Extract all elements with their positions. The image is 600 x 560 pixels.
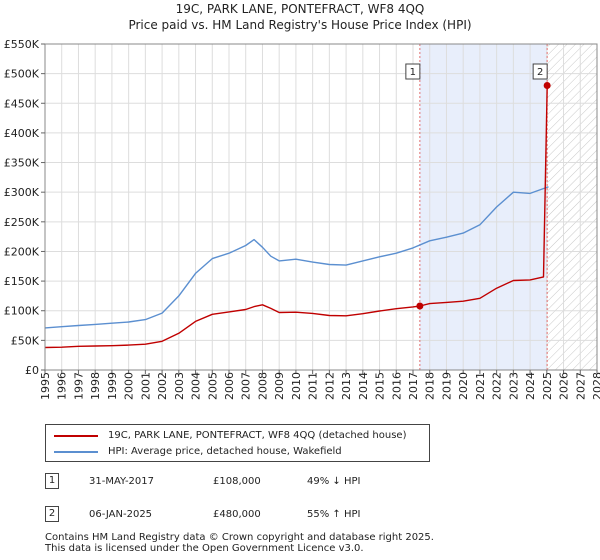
x-tick-label: 2012 [323, 372, 336, 400]
transaction-price: £108,000 [213, 476, 261, 487]
x-tick-label: 2021 [474, 372, 487, 400]
x-tick-label: 2022 [491, 372, 504, 400]
x-tick-label: 1998 [89, 372, 102, 400]
transaction-price: £480,000 [213, 509, 261, 520]
x-tick-label: 1997 [72, 372, 85, 400]
legend-label-property: 19C, PARK LANE, PONTEFRACT, WF8 4QQ (det… [108, 430, 407, 441]
x-tick-label: 2001 [139, 372, 152, 400]
y-tick-label: £500K [4, 68, 40, 81]
y-tick-label: £550K [4, 38, 40, 51]
annotation-box: 1 [405, 63, 421, 80]
x-tick-label: 2017 [407, 372, 420, 400]
x-tick-label: 2019 [440, 372, 453, 400]
y-tick-label: £250K [4, 216, 40, 229]
x-tick-label: 2000 [123, 372, 136, 400]
y-tick-label: £350K [4, 157, 40, 170]
y-tick-label: £0 [25, 364, 39, 377]
legend: 19C, PARK LANE, PONTEFRACT, WF8 4QQ (det… [45, 424, 430, 462]
series-line-property [44, 84, 549, 349]
x-tick-label: 1996 [56, 372, 69, 400]
ownership-shaded-region [419, 44, 548, 370]
x-tick-label: 2027 [574, 372, 587, 400]
x-tick-label: 2015 [374, 372, 387, 400]
legend-swatch-property [54, 435, 98, 437]
x-tick-label: 2028 [591, 372, 600, 400]
x-tick-label: 2013 [340, 372, 353, 400]
price-chart: 1 2 £0 £50K £100K £150K £200K £250K £300K £350K £… [4, 38, 600, 400]
future-hatched-region [547, 44, 597, 370]
transaction-point [416, 302, 424, 310]
x-tick-label: 2004 [190, 372, 203, 400]
x-tick-label: 2008 [256, 372, 269, 400]
chart-title: 19C, PARK LANE, PONTEFRACT, WF8 4QQ [175, 2, 425, 16]
footer-copyright: Contains HM Land Registry data © Crown c… [45, 532, 434, 543]
y-tick-label: £50K [11, 334, 40, 347]
x-tick-label: 2011 [307, 372, 320, 400]
x-tick-label: 2016 [390, 372, 403, 400]
x-tick-label: 2020 [457, 372, 470, 400]
y-tick-label: £400K [4, 127, 40, 140]
x-tick-label: 2009 [273, 372, 286, 400]
x-tick-label: 2005 [206, 372, 219, 400]
x-tick-label: 1999 [106, 372, 119, 400]
x-tick-label: 2018 [424, 372, 437, 400]
transaction-hpi-change: 55% ↑ HPI [307, 509, 361, 520]
chart-subtitle: Price paid vs. HM Land Registry's House … [128, 18, 472, 32]
annotation-label: 1 [410, 67, 416, 78]
transaction-point [543, 81, 551, 89]
series-line-hpi [44, 186, 549, 329]
transaction-marker: 2 [45, 506, 59, 522]
footer-licence: This data is licensed under the Open Gov… [45, 543, 364, 554]
x-tick-label: 2023 [507, 372, 520, 400]
transaction-hpi-change: 49% ↓ HPI [307, 476, 361, 487]
transaction-marker: 1 [45, 473, 59, 489]
x-tick-label: 2026 [558, 372, 571, 400]
x-tick-label: 2006 [223, 372, 236, 400]
y-tick-label: £450K [4, 97, 40, 110]
y-tick-label: £200K [4, 245, 40, 258]
y-tick-label: £100K [4, 305, 40, 318]
annotation-label: 2 [537, 67, 543, 78]
x-tick-label: 2003 [173, 372, 186, 400]
y-tick-label: £150K [4, 275, 40, 288]
annotation-box-frame [405, 63, 421, 80]
transaction-date: 31-MAY-2017 [89, 476, 155, 487]
x-tick-label: 2024 [524, 372, 537, 400]
legend-label-hpi: HPI: Average price, detached house, Wake… [108, 446, 342, 457]
x-tick-label: 2010 [290, 372, 303, 400]
x-tick-label: 1995 [39, 372, 52, 400]
x-tick-label: 2007 [240, 372, 253, 400]
x-tick-label: 2025 [541, 372, 554, 400]
annotation-box-frame [532, 63, 548, 80]
x-tick-label: 2002 [156, 372, 169, 400]
x-tick-label: 2014 [357, 372, 370, 400]
y-tick-label: £300K [4, 186, 40, 199]
legend-swatch-hpi [54, 451, 98, 453]
plot-frame [44, 43, 598, 371]
annotation-box: 2 [532, 63, 548, 80]
transaction-date: 06-JAN-2025 [89, 509, 153, 520]
